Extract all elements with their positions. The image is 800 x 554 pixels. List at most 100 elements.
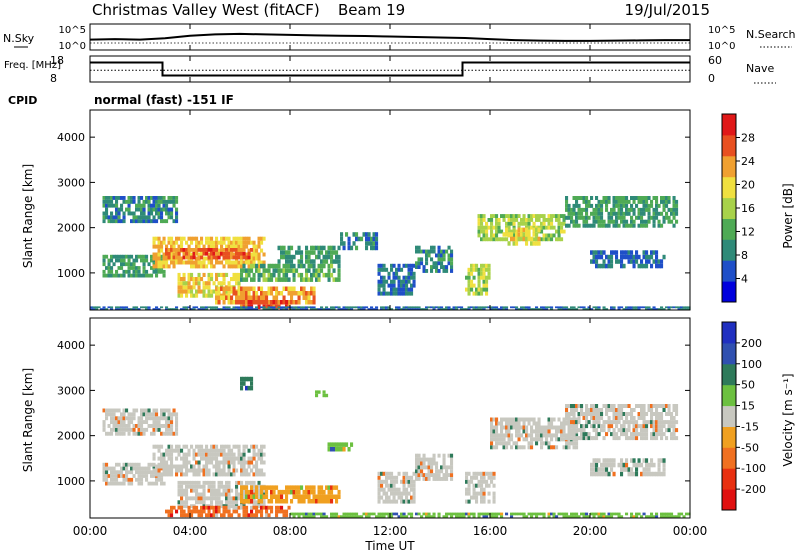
velocity-cell <box>627 428 631 433</box>
power-cell <box>607 215 611 220</box>
velocity-cell <box>492 512 496 516</box>
velocity-cell <box>170 420 174 424</box>
power-cell <box>495 225 499 230</box>
velocity-cell <box>297 512 301 516</box>
velocity-cell <box>250 509 254 514</box>
velocity-cell <box>200 509 204 514</box>
power-cell <box>510 214 514 218</box>
velocity-cell <box>250 468 254 473</box>
velocity-cell <box>560 433 564 438</box>
colorbar-tick-label: 4 <box>741 273 748 286</box>
velocity-cell <box>182 488 186 493</box>
velocity-cell <box>402 499 406 504</box>
velocity-cell <box>310 485 314 490</box>
power-cell <box>657 263 661 269</box>
velocity-cell <box>622 404 626 408</box>
power-cell <box>215 272 219 277</box>
power-cell <box>500 229 504 234</box>
velocity-cell <box>217 496 221 501</box>
power-cell <box>290 286 294 291</box>
power-cell <box>140 207 144 212</box>
power-cell <box>120 219 124 224</box>
power-cell <box>227 300 231 305</box>
power-cell <box>180 236 184 241</box>
power-cell <box>495 218 499 222</box>
power-cell <box>400 308 404 310</box>
velocity-cell <box>315 390 319 394</box>
velocity-cell <box>530 433 534 438</box>
velocity-cell <box>322 390 326 394</box>
velocity-cell <box>152 456 156 461</box>
power-cell <box>447 261 451 266</box>
velocity-cell <box>387 483 391 488</box>
velocity-cell <box>522 437 526 442</box>
power-cell <box>670 207 674 212</box>
power-cell <box>260 300 264 305</box>
velocity-cell <box>405 499 409 504</box>
power-cell <box>180 240 184 245</box>
power-cell <box>122 215 126 220</box>
power-cell <box>237 308 241 310</box>
velocity-cell <box>462 512 466 516</box>
power-cell <box>620 215 624 220</box>
velocity-cell <box>165 464 169 469</box>
velocity-cell <box>660 420 664 425</box>
velocity-cell <box>195 480 199 485</box>
velocity-cell <box>515 425 519 430</box>
power-cell <box>480 221 484 226</box>
power-cell <box>175 240 179 245</box>
power-cell <box>132 266 136 270</box>
velocity-cell <box>607 512 611 516</box>
velocity-cell <box>217 484 221 489</box>
power-cell <box>360 236 364 242</box>
velocity-cell <box>570 428 574 433</box>
power-cell <box>170 252 174 257</box>
power-cell <box>272 295 276 300</box>
velocity-cell <box>675 436 679 441</box>
velocity-cell <box>502 417 506 422</box>
power-cell <box>350 306 354 309</box>
velocity-cell <box>572 428 576 433</box>
velocity-cell <box>247 460 251 465</box>
power-cell <box>227 236 231 241</box>
velocity-cell <box>212 513 216 518</box>
velocity-cell <box>550 425 554 430</box>
power-cell <box>577 196 581 200</box>
velocity-cell <box>317 494 321 499</box>
colorbar-tick-label: 15 <box>741 400 755 413</box>
velocity-cell <box>142 470 146 475</box>
power-cell <box>277 300 281 305</box>
power-cell <box>157 199 161 204</box>
power-cell <box>647 203 651 208</box>
velocity-cell <box>150 424 154 428</box>
power-cell <box>617 199 621 204</box>
velocity-cell <box>140 427 144 432</box>
velocity-cell <box>190 509 194 514</box>
velocity-cell <box>212 452 216 457</box>
power-cell <box>590 211 594 216</box>
velocity-cell <box>125 474 129 478</box>
power-cell <box>227 255 231 260</box>
velocity-cell <box>662 404 666 408</box>
power-cell <box>515 229 519 234</box>
power-cell <box>240 308 244 310</box>
power-cell <box>295 308 299 310</box>
velocity-cell <box>625 458 629 463</box>
power-cell <box>642 219 646 224</box>
velocity-cell <box>127 416 131 421</box>
power-cell <box>417 245 421 250</box>
power-cell <box>530 236 534 242</box>
power-cell <box>407 308 411 310</box>
power-cell <box>160 254 164 259</box>
velocity-cell <box>662 462 666 468</box>
velocity-cell <box>665 428 669 433</box>
power-cell <box>635 250 639 255</box>
power-cell <box>260 248 264 253</box>
velocity-cell <box>250 385 254 391</box>
velocity-cell <box>552 515 556 518</box>
velocity-cell <box>422 465 426 470</box>
power-cell <box>380 306 384 309</box>
power-cell <box>292 268 296 273</box>
velocity-cell <box>292 485 296 490</box>
velocity-cell <box>595 416 599 420</box>
